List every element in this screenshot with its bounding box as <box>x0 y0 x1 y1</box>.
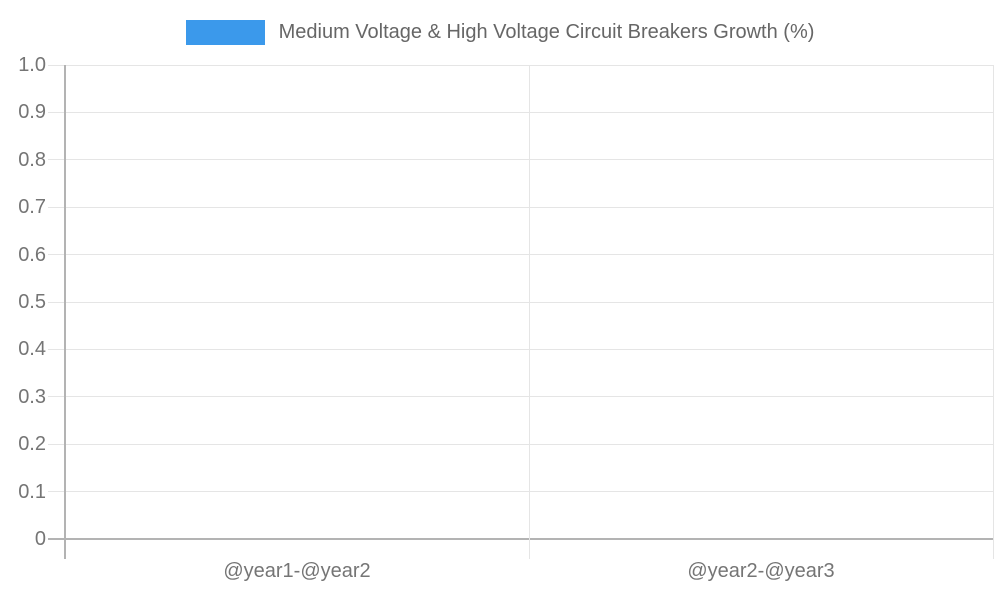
y-gridline <box>48 254 993 255</box>
y-tick-label: 0.6 <box>18 244 46 266</box>
legend-label: Medium Voltage & High Voltage Circuit Br… <box>278 21 815 43</box>
y-gridline <box>48 112 993 113</box>
y-tick-label: 0.3 <box>18 386 46 408</box>
y-tick-label: 0.5 <box>18 291 46 313</box>
y-axis-line <box>64 65 66 559</box>
x-tick-label: @year2-@year3 <box>687 560 835 582</box>
y-gridline <box>48 444 993 445</box>
y-tick-label: 1.0 <box>18 54 46 76</box>
x-tick-label: @year1-@year2 <box>223 560 371 582</box>
y-gridline <box>48 491 993 492</box>
legend-item[interactable]: Medium Voltage & High Voltage Circuit Br… <box>185 20 815 45</box>
y-gridline <box>48 349 993 350</box>
y-tick-label: 0.2 <box>18 433 46 455</box>
y-gridline <box>48 302 993 303</box>
legend: Medium Voltage & High Voltage Circuit Br… <box>0 20 1000 45</box>
x-gridline <box>529 65 530 559</box>
y-tick-label: 0.1 <box>18 481 46 503</box>
zero-gridline <box>48 538 993 540</box>
y-tick-label: 0.9 <box>18 101 46 123</box>
legend-swatch <box>185 20 265 45</box>
x-gridline <box>993 65 994 559</box>
y-gridline <box>48 159 993 160</box>
y-tick-label: 0.4 <box>18 338 46 360</box>
y-tick-label: 0.7 <box>18 196 46 218</box>
y-gridline <box>48 207 993 208</box>
y-tick-label: 0.8 <box>18 149 46 171</box>
y-tick-label: 0 <box>34 528 46 550</box>
y-gridline <box>48 396 993 397</box>
y-gridline <box>48 65 993 66</box>
